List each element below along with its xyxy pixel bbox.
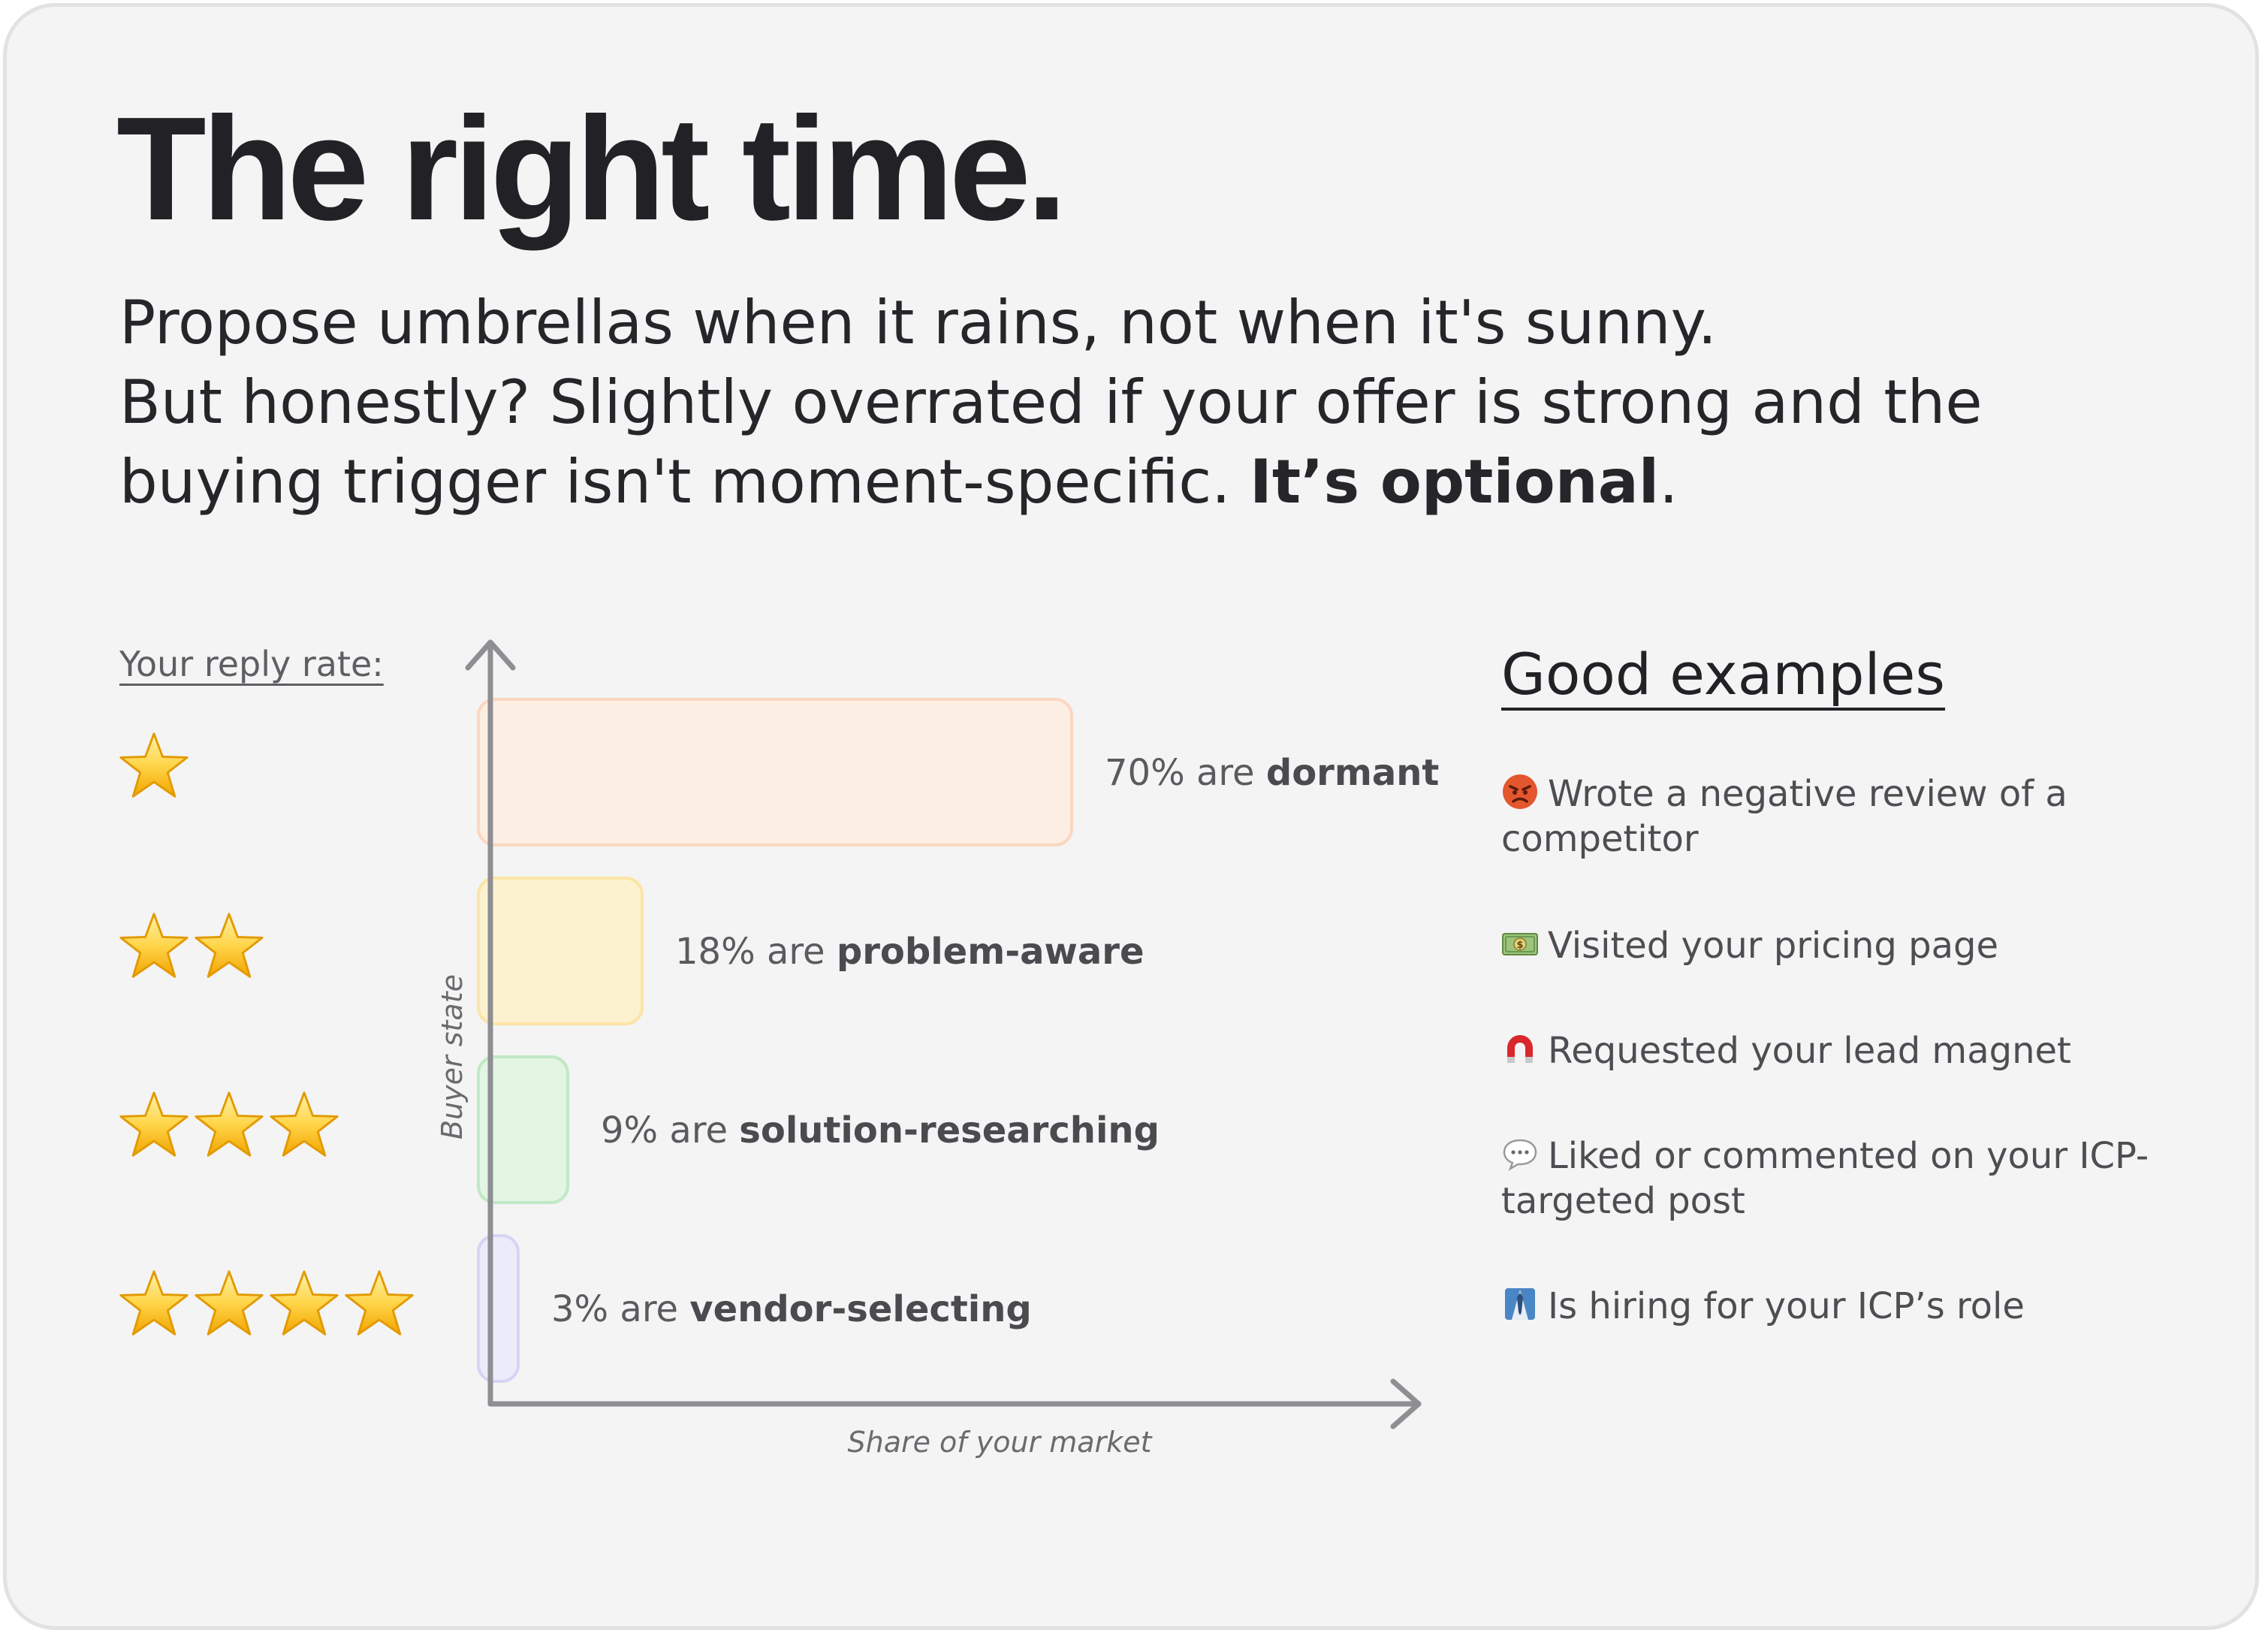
star-rating-3 (118, 1088, 340, 1161)
y-axis-label: Buyer state (436, 974, 469, 1139)
star-icon (195, 1091, 264, 1157)
star-icon (119, 913, 188, 978)
star-icon (195, 913, 264, 978)
svg-text:$: $ (1516, 940, 1523, 951)
bar-problem-aware (477, 877, 644, 1025)
buyer-state-chart: 70% are dormant 18% are problem-aware 9% a… (436, 639, 1439, 1459)
speech-bubble-icon (1503, 1139, 1537, 1171)
star-icon (195, 1270, 264, 1336)
example-text: Wrote a negative review of a competitor (1501, 773, 2067, 860)
subtitle: Propose umbrellas when it rains, not whe… (119, 283, 2192, 522)
star-icon (270, 1270, 339, 1336)
slide-card: The right time. Propose umbrellas when i… (3, 3, 2259, 1630)
angry-face-icon (1503, 774, 1537, 809)
data-label-dormant: 70% are dormant (1105, 752, 1439, 794)
example-item-hiring: Is hiring for your ICP’s role (1501, 1284, 2192, 1329)
subtitle-emphasis: It’s optional (1250, 447, 1660, 517)
example-item-negative-review: Wrote a negative review of a competitor (1501, 771, 2192, 862)
data-label-solution-researching: 9% are solution-researching (601, 1109, 1160, 1152)
money-icon: $ (1502, 933, 1538, 955)
bar-solution-researching (477, 1055, 569, 1204)
star-icon (119, 1270, 188, 1336)
star-rating-4 (118, 1267, 415, 1339)
example-text: Liked or commented on your ICP-targeted … (1501, 1135, 2149, 1222)
example-text: Visited your pricing page (1548, 925, 1999, 967)
x-axis-arrow (1390, 1378, 1422, 1429)
bar-dormant (477, 698, 1073, 847)
y-axis-arrow (465, 639, 516, 671)
star-rating-1 (118, 729, 190, 801)
page-title: The right time. (116, 86, 1067, 251)
subtitle-line-2: But honestly? Slightly overrated if your… (119, 367, 1983, 437)
magnet-icon (1507, 1035, 1533, 1063)
example-item-lead-magnet: Requested your lead magnet (1501, 1028, 2192, 1073)
subtitle-line-1: Propose umbrellas when it rains, not whe… (119, 288, 1717, 358)
example-text: Requested your lead magnet (1548, 1030, 2071, 1072)
data-label-problem-aware: 18% are problem-aware (675, 931, 1145, 973)
example-text: Is hiring for your ICP’s role (1548, 1285, 2025, 1327)
star-icon (270, 1091, 339, 1157)
star-icon (119, 1091, 188, 1157)
subtitle-period: . (1659, 447, 1678, 517)
example-item-icp-post: Liked or commented on your ICP-targeted … (1501, 1133, 2192, 1224)
tie-person-icon (1505, 1288, 1535, 1320)
reply-rate-label: Your reply rate: (119, 644, 384, 684)
example-item-pricing-page: $ Visited your pricing page (1501, 923, 2192, 968)
star-rating-2 (118, 910, 265, 982)
subtitle-line-3: buying trigger isn't moment-specific. It… (119, 442, 2192, 522)
x-axis-label: Share of your market (847, 1426, 1153, 1459)
star-icon (345, 1270, 414, 1336)
star-icon (119, 732, 188, 798)
data-label-vendor-selecting: 3% are vendor-selecting (551, 1288, 1032, 1330)
bar-vendor-selecting (477, 1234, 520, 1383)
examples-title: Good examples (1501, 641, 1946, 708)
subtitle-line-3-text: buying trigger isn't moment-specific. (119, 447, 1231, 517)
